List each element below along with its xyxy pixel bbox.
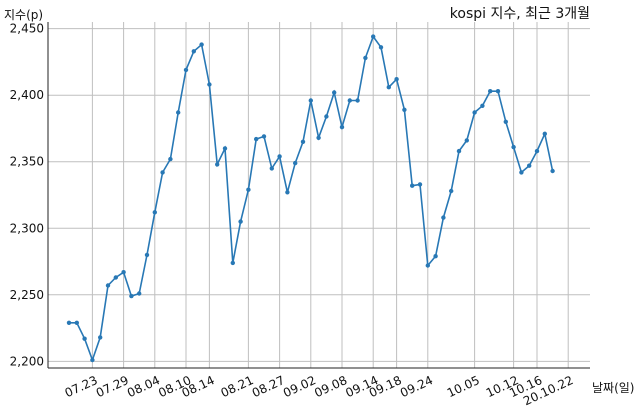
data-point [222, 146, 228, 151]
data-point [308, 98, 313, 103]
data-point [199, 42, 204, 47]
data-point [363, 55, 368, 61]
data-point [456, 148, 462, 154]
data-point [176, 110, 181, 115]
data-point [261, 134, 267, 139]
data-point [246, 187, 251, 192]
data-point [129, 293, 134, 299]
data-point [519, 170, 524, 175]
data-point [347, 98, 352, 103]
data-point [472, 110, 477, 115]
data-point [378, 45, 384, 50]
chart-title: kospi 지수, 최근 3개월 [450, 6, 590, 22]
data-point [488, 89, 493, 94]
data-point [417, 182, 423, 187]
data-point [503, 119, 508, 125]
data-point [66, 320, 72, 325]
data-point [355, 98, 360, 103]
y-tick-label: 2,450 [10, 22, 44, 36]
data-point [285, 190, 290, 195]
data-point [534, 148, 540, 154]
y-tick-labels: 2,200 2,250 2,300 2,350 2,400 2,450 [10, 22, 44, 369]
data-point [332, 90, 337, 95]
data-point [433, 254, 438, 259]
data-point [74, 320, 80, 325]
data-point [183, 67, 189, 73]
data-point [98, 335, 103, 340]
data-point [410, 183, 415, 188]
data-point [277, 154, 282, 159]
data-point [215, 162, 220, 167]
data-point [464, 138, 469, 143]
data-point [293, 160, 298, 166]
x-tick-label: 10.05 [445, 373, 482, 400]
data-point [105, 283, 111, 288]
y-axis-label: 지수(p) [4, 8, 43, 22]
y-tick-label: 2,200 [10, 354, 44, 368]
data-point [511, 144, 516, 150]
data-point [425, 263, 430, 268]
data-point [269, 166, 274, 171]
data-point [495, 89, 501, 94]
data-point [121, 270, 126, 275]
data-point [82, 336, 87, 341]
x-axis-label: 날짜(일) [592, 381, 634, 395]
y-tick-label: 2,300 [10, 221, 44, 235]
data-point [371, 34, 376, 39]
y-tick-label: 2,350 [10, 155, 44, 169]
y-tick-label: 2,250 [10, 288, 44, 302]
data-points [66, 34, 555, 363]
data-point [137, 291, 142, 296]
data-point [402, 107, 407, 113]
data-point [90, 357, 95, 363]
data-point [480, 103, 485, 109]
data-point [339, 124, 345, 130]
data-point [230, 260, 235, 266]
data-point [449, 188, 454, 194]
data-point [527, 163, 532, 168]
data-point [324, 114, 329, 119]
x-tick-label: 09.24 [398, 373, 435, 400]
data-point [238, 219, 243, 224]
data-point [394, 77, 399, 82]
data-point [152, 210, 157, 215]
data-point [191, 49, 196, 54]
data-point [168, 156, 173, 162]
data-point [550, 168, 555, 174]
data-point [300, 139, 306, 144]
data-point [316, 135, 321, 140]
x-gridlines [91, 22, 569, 368]
y-gridlines [48, 28, 590, 362]
data-point [144, 252, 150, 258]
data-point [386, 85, 391, 90]
data-point [160, 170, 165, 175]
data-point [441, 215, 446, 220]
y-tick-label: 2,400 [10, 88, 44, 102]
data-point [207, 82, 212, 87]
data-point [542, 131, 547, 136]
data-point [113, 275, 119, 280]
data-point [254, 136, 259, 142]
